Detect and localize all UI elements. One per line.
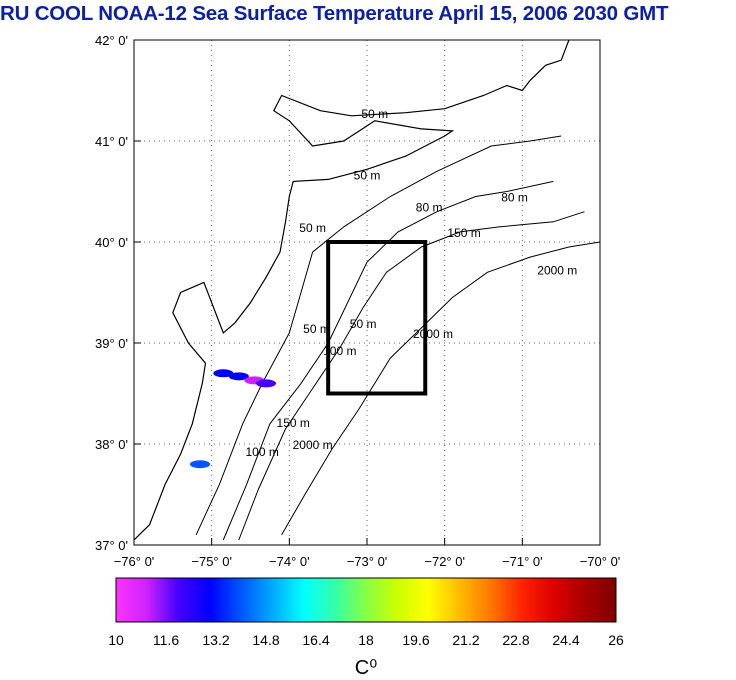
colorbar-tick-label: 22.8 [502,632,529,648]
coastline-path [134,40,570,541]
lon-tick-label: −74° 0' [269,554,310,569]
colorbar-tick-label: 16.4 [302,632,329,648]
contour-label: 2000 m [537,263,577,277]
colorbar-unit-label: C⁰ [355,657,377,679]
lat-tick-label: 41° 0' [95,134,128,149]
colorbar-tick-label: 11.6 [153,632,179,648]
contour-line [195,135,562,536]
colorbar-tick-label: 10 [108,632,124,648]
colorbar-tick-label: 24.4 [552,632,579,648]
colorbar-tick-label: 19.6 [402,632,429,648]
bathymetry-contours [195,135,600,541]
lon-tick-label: −72° 0' [424,554,465,569]
contour-label: 50 m [299,221,326,235]
contour-label: 80 m [501,191,528,205]
colorbar-tick-label: 21.2 [452,632,479,648]
contour-label: 50 m [361,107,388,121]
lon-tick-label: −70° 0' [580,554,621,569]
contour-line [281,241,600,536]
colorbar-tick-label: 13.2 [202,632,229,648]
study-area-box [326,240,428,396]
coastline [134,40,570,541]
sst-patch [213,369,234,378]
sst-patches [190,369,277,469]
colorbar-tick-label: 14.8 [252,632,279,648]
axis-ticks: −76° 0' −75° 0' −74° 0' −73° 0' −72° 0' −71° … [95,33,620,569]
colorbar-tick-labels: 10 11.6 13.2 14.8 16.4 18 19.6 21.2 22.8 24.4 26 [108,632,624,648]
sst-patch [256,379,277,388]
contour-label: 150 m [277,416,310,430]
contour-label: 50 m [354,168,381,182]
chart-title: RU COOL NOAA-12 Sea Surface Temperature … [0,2,669,25]
sst-patch [190,460,211,469]
colorbar-tick-label: 18 [358,632,374,648]
sst-patch [228,372,249,381]
lon-tick-label: −75° 0' [191,554,232,569]
lat-tick-label: 39° 0' [95,336,128,351]
contour-label: 2000 m [293,438,333,452]
contour-label: 50 m [350,317,377,331]
contour-line [222,180,554,541]
contour-label: 2000 m [413,327,453,341]
contour-line [238,211,585,541]
lat-tick-label: 38° 0' [95,437,128,452]
lon-tick-label: −73° 0' [347,554,388,569]
contour-label: 150 m [447,226,480,240]
contour-label: 80 m [416,201,443,215]
colorbar [115,577,617,623]
lat-tick-label: 37° 0' [95,538,128,553]
contour-label: 100 m [323,344,356,358]
colorbar-tick-label: 26 [608,632,624,648]
lat-tick-label: 42° 0' [95,33,128,48]
lat-tick-label: 40° 0' [95,235,128,250]
lon-tick-label: −76° 0' [114,554,155,569]
contour-labels: 50 m 50 m 50 m 80 m 80 m 150 m 2000 m 50 m 50 m 1… [245,107,577,459]
contour-label: 50 m [303,322,330,336]
lon-tick-label: −71° 0' [502,554,543,569]
contour-label: 100 m [245,445,278,459]
